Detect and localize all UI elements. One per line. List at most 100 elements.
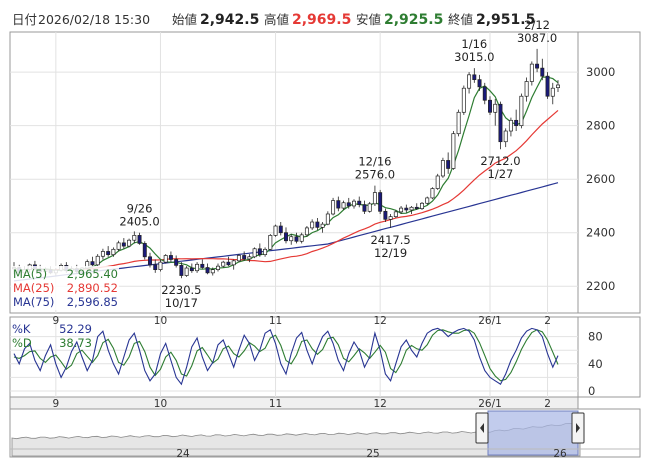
price-legend-box [11,266,119,310]
price-x-tick-label: 26/1 [478,315,502,327]
annotation-value: 2230.5 [161,283,201,297]
candle-down [189,267,194,272]
candle-down [242,255,247,260]
annotation-date: 1/16 [461,37,487,51]
candle-down [278,225,283,234]
candle-down [205,267,210,274]
candle-up [231,260,236,266]
chevron-right-icon [576,423,580,433]
candle-up [456,111,461,135]
date-value: 2026/02/18 15:30 [38,12,150,27]
candle-up [195,263,200,272]
candle-up [393,211,398,218]
candle-up [341,202,346,209]
candle-up [116,242,121,250]
candle-up [467,74,472,89]
open-label: 始値 [172,12,197,27]
candle-up [132,235,137,241]
candle-up [556,84,560,89]
candle-down [414,206,419,209]
stoch-x-tick-label: 2 [544,398,551,410]
price-x-tick-label: 11 [269,315,282,327]
candle-up [519,95,524,127]
candle-up [210,269,215,274]
price-tick-label: 3000 [586,65,615,79]
price-tick-label: 2800 [586,119,615,133]
close-value: 2,951.5 [476,12,535,28]
candle-up [409,206,414,211]
candle-up [236,255,241,262]
candle-up [524,81,529,97]
stoch-tick-label: 80 [588,330,603,344]
candle-up [216,265,220,270]
stoch-tick-label: 40 [588,357,603,371]
price-legend-value: 2,890.52 [67,281,118,295]
candle-up [268,235,273,250]
candle-up [503,130,508,143]
candle-up [435,175,440,189]
candle-down [153,264,158,270]
candle-down [498,103,503,143]
price-x-tick-label: 2 [544,315,551,327]
candle-down [148,256,152,266]
candle-up [95,255,100,266]
stoch-x-tick-label: 9 [53,398,60,410]
stoch-legend-value: 52.29 [59,322,92,336]
close-label: 終値 [448,12,473,27]
plot-area: 220024002600280030009910101111121226/126… [9,18,641,460]
price-x-tick-label: 12 [373,315,386,327]
candle-up [430,188,435,199]
price-tick-label: 2200 [586,279,615,293]
candle-down [404,207,409,211]
candle-down [121,242,126,247]
candle-up [352,200,356,207]
annotation-value: 2576.0 [355,168,395,182]
candle-down [362,204,367,212]
candle-up [372,192,377,205]
annotation-date: 10/17 [165,296,198,310]
low-value: 2,925.5 [384,12,443,28]
candle-down [226,261,231,266]
candle-up [289,236,294,242]
stoch-legend-value: 38.73 [59,336,92,350]
candle-down [383,210,388,220]
navigator-x-tick-label: 26 [553,448,567,460]
high-value: 2,969.5 [292,12,351,28]
annotation-value: 3087.0 [517,31,557,45]
annotation-value: 2405.0 [119,215,159,229]
candle-up [331,200,336,215]
navigator-x-tick-label: 25 [366,448,379,460]
candle-down [137,235,142,244]
candle-up [252,248,257,258]
candle-down [174,259,179,266]
stoch-x-tick-label: 12 [373,398,386,410]
candle-up [493,103,498,113]
candle-down [346,202,351,207]
annotation-value: 2417.5 [370,233,410,247]
candle-down [472,74,477,80]
candle-up [310,221,315,229]
candle-down [336,200,341,209]
open-value: 2,942.5 [200,12,259,28]
candle-up [304,227,309,236]
stoch-x-tick-label: 10 [154,398,167,410]
candle-down [315,221,320,228]
candle-down [90,261,95,266]
price-tick-label: 2400 [586,226,615,240]
candle-up [508,119,513,132]
price-legend-label: MA(75) [13,295,54,309]
candle-up [163,255,168,263]
candle-up [221,261,226,267]
candle-down [294,236,299,242]
candle-up [550,87,555,97]
annotation-date: 2/12 [524,18,550,32]
candle-up [325,213,330,225]
candle-down [284,232,288,242]
candle-up [184,267,189,276]
navigator-x-tick-label: 24 [176,448,190,460]
chevron-left-icon [480,423,484,433]
stoch-x-tick-label: 11 [269,398,282,410]
candle-down [488,99,492,113]
